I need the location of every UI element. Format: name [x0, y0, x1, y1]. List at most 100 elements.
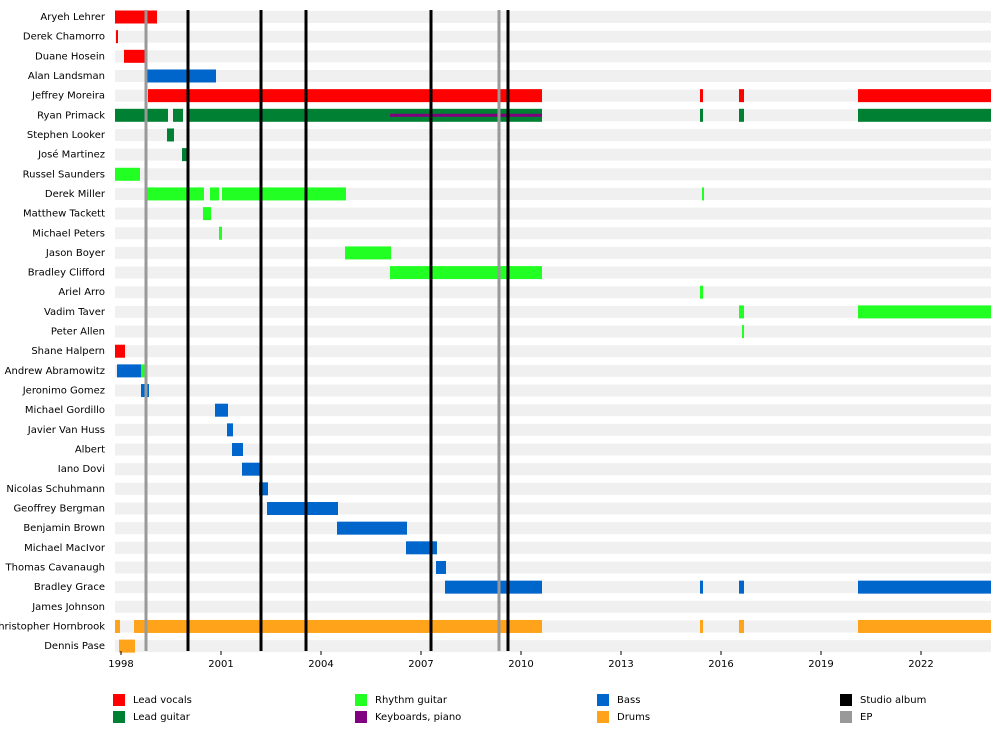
membership-bar	[406, 541, 437, 555]
legend-label: Studio album	[860, 695, 926, 706]
row-band	[115, 11, 991, 23]
row-band	[115, 286, 991, 299]
membership-bar	[739, 89, 744, 103]
membership-bar	[167, 128, 174, 142]
membership-bar	[858, 89, 991, 103]
membership-bar	[173, 108, 183, 122]
membership-bar	[700, 285, 703, 299]
legend-label: Rhythm guitar	[375, 695, 448, 706]
legend-label: Bass	[617, 695, 640, 706]
row-label: Geoffrey Bergman	[13, 504, 105, 515]
row-label: Duane Hosein	[35, 51, 105, 62]
row-label: Peter Allen	[51, 327, 105, 338]
x-tick-label: 2010	[508, 659, 533, 670]
legend-label: Lead guitar	[133, 712, 191, 723]
row-label: Jeffrey Moreira	[31, 91, 105, 102]
row-band	[115, 30, 991, 43]
membership-bar	[134, 619, 542, 633]
row-band	[115, 423, 991, 436]
membership-bar	[203, 207, 211, 221]
x-tick-label: 2016	[708, 659, 733, 670]
row-band	[115, 443, 991, 456]
row-band	[115, 404, 991, 417]
row-label: Christopher Hornbrook	[0, 621, 105, 632]
row-band	[115, 502, 991, 515]
membership-bar	[267, 502, 338, 515]
membership-bar	[436, 560, 446, 574]
row-label: Albert	[75, 445, 105, 456]
membership-bar	[259, 482, 268, 496]
row-label: Michael Gordillo	[25, 405, 105, 416]
x-tick-label: 2013	[608, 659, 633, 670]
x-tick-label: 2007	[408, 659, 433, 670]
membership-bar	[739, 580, 744, 594]
legend-label: EP	[860, 712, 872, 723]
membership-bar	[445, 580, 542, 594]
membership-bar	[148, 89, 542, 103]
row-label: Alan Landsman	[28, 71, 105, 82]
row-band	[115, 266, 991, 279]
row-label: Derek Chamorro	[23, 32, 105, 43]
row-label: Nicolas Schuhmann	[6, 484, 105, 495]
row-label: Benjamin Brown	[23, 523, 105, 534]
membership-bar	[702, 187, 704, 201]
row-band	[115, 581, 991, 594]
row-band	[115, 168, 991, 181]
membership-bar	[146, 187, 204, 201]
membership-bar	[182, 148, 188, 162]
membership-bar	[858, 619, 991, 633]
membership-bar	[242, 462, 261, 476]
row-band	[115, 640, 991, 653]
row-label: Dennis Pase	[44, 641, 105, 652]
membership-bar	[227, 423, 233, 437]
row-label: Michael MacIvor	[24, 543, 106, 554]
row-band	[115, 384, 991, 397]
row-band	[115, 345, 991, 358]
row-label: Jason Boyer	[45, 248, 106, 259]
legend-swatch	[597, 694, 609, 706]
row-band	[115, 148, 991, 161]
row-label: Andrew Abramowitz	[5, 366, 105, 377]
membership-bar	[700, 619, 703, 633]
membership-bar	[116, 30, 118, 44]
legend-label: Keyboards, piano	[375, 712, 461, 723]
row-label: Shane Halpern	[31, 346, 105, 357]
row-label: Bradley Clifford	[28, 268, 105, 279]
legend-swatch	[840, 711, 852, 723]
membership-bar	[739, 619, 744, 633]
membership-bar	[148, 69, 216, 83]
membership-bar	[390, 113, 542, 117]
legend-label: Drums	[617, 712, 650, 723]
row-label: Russel Saunders	[23, 169, 105, 180]
row-band	[115, 364, 991, 377]
row-band	[115, 50, 991, 63]
row-band	[115, 541, 991, 554]
membership-bar	[742, 325, 744, 339]
row-label: James Johnson	[31, 602, 105, 613]
row-label: Stephen Looker	[27, 130, 106, 141]
row-band	[115, 600, 991, 613]
legend-swatch	[355, 694, 367, 706]
membership-bar	[858, 580, 991, 594]
membership-bar	[739, 108, 744, 122]
membership-bar	[124, 49, 146, 63]
row-band	[115, 522, 991, 535]
membership-bar	[232, 443, 243, 457]
membership-bar	[700, 89, 703, 103]
row-label: Michael Peters	[32, 228, 105, 239]
membership-bar	[700, 108, 703, 122]
legend-swatch	[840, 694, 852, 706]
legend-swatch	[597, 711, 609, 723]
legend-swatch	[113, 711, 125, 723]
legend-swatch	[355, 711, 367, 723]
row-label: Bradley Grace	[34, 582, 105, 593]
membership-bar	[210, 187, 219, 201]
row-label: Javier Van Huss	[27, 425, 105, 436]
membership-bar	[345, 246, 391, 260]
membership-bar	[117, 364, 141, 378]
membership-bar	[115, 108, 168, 122]
membership-bar	[119, 639, 135, 653]
row-label: Derek Miller	[45, 189, 106, 200]
membership-bar	[858, 108, 991, 122]
